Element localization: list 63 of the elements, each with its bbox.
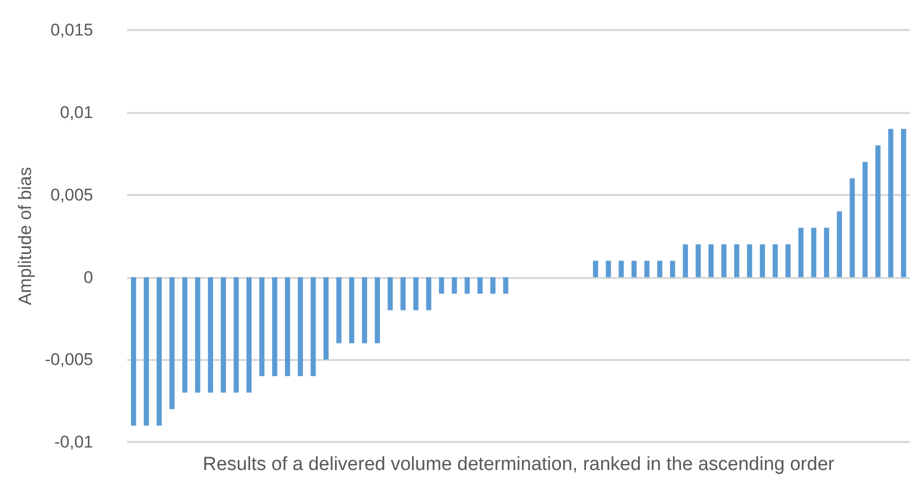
bar (182, 277, 188, 393)
bar (220, 277, 226, 393)
bar (438, 277, 444, 294)
bar (862, 162, 868, 278)
bar (169, 277, 175, 410)
bar (284, 277, 290, 376)
bar (246, 277, 252, 393)
bar (875, 145, 880, 278)
bar (144, 277, 149, 426)
bar (349, 277, 354, 344)
bar (336, 277, 342, 344)
bar (901, 128, 906, 278)
bar (606, 260, 611, 278)
y-tick-label: 0,01 (60, 102, 94, 122)
bar (156, 277, 162, 426)
bar (824, 228, 830, 278)
bar (234, 277, 239, 393)
bar (696, 244, 701, 278)
y-tick-label: 0 (84, 268, 94, 287)
bar (747, 244, 752, 278)
bar (721, 244, 726, 278)
bar (464, 277, 470, 294)
bar (272, 277, 278, 376)
bar (130, 277, 136, 426)
bar (323, 277, 329, 360)
bar (772, 244, 778, 278)
bar (259, 277, 264, 376)
bar (503, 277, 508, 294)
bar (850, 178, 855, 278)
bar (811, 228, 816, 278)
bar (836, 211, 842, 278)
x-axis-title: Results of a delivered volume determination, ranked in the ascending order (202, 454, 836, 475)
bar (298, 277, 303, 376)
bar (195, 277, 200, 393)
bar (490, 277, 496, 294)
y-tick-label: -0,005 (44, 350, 94, 370)
y-tick-label: 0,005 (50, 185, 94, 204)
bar (400, 277, 406, 310)
bar (452, 277, 457, 294)
bar (208, 277, 214, 393)
bar (786, 244, 791, 278)
bar (413, 277, 418, 310)
bar (657, 260, 662, 278)
bar (374, 277, 380, 344)
bar (734, 244, 740, 278)
bar (388, 277, 393, 310)
bar (477, 277, 483, 294)
bar (670, 260, 676, 278)
bar (644, 260, 650, 278)
bar (426, 277, 432, 310)
bar (592, 260, 598, 278)
bar (682, 244, 688, 278)
y-axis-title: Amplitude of bias (15, 167, 35, 306)
y-tick-label: -0,01 (54, 432, 94, 452)
bar (888, 128, 894, 278)
bar (310, 277, 316, 376)
bar (708, 244, 714, 278)
bar (362, 277, 368, 344)
bar (760, 244, 765, 278)
bar (618, 260, 624, 278)
bar (631, 260, 637, 278)
bar (798, 228, 804, 278)
y-tick-label: 0,015 (50, 20, 94, 40)
